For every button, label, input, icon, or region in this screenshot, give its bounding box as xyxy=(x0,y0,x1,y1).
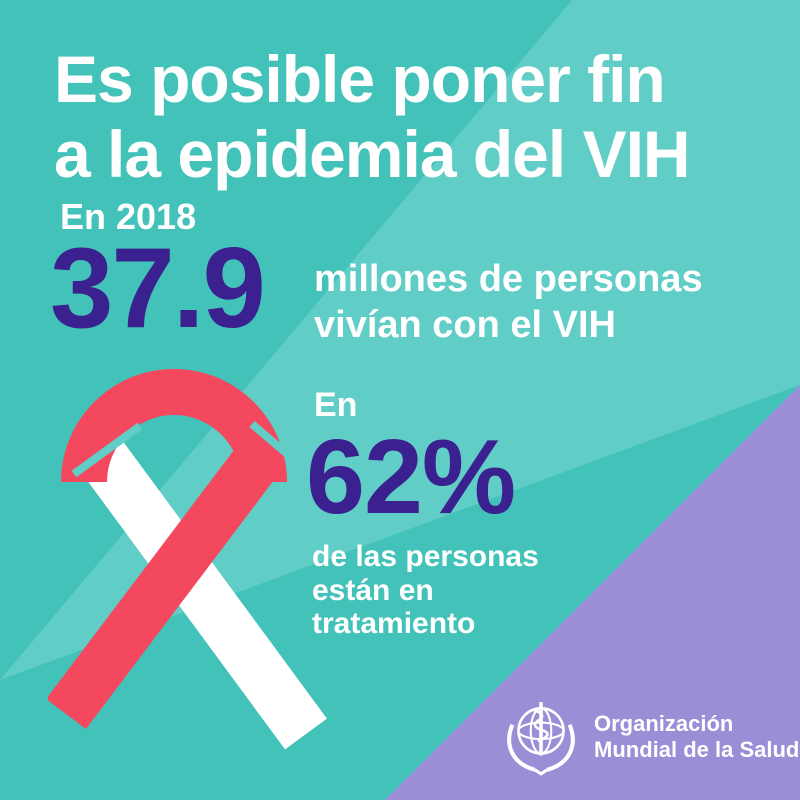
who-emblem-icon xyxy=(507,702,575,776)
ribbon-slit-right xyxy=(249,420,309,474)
ribbon-red-band xyxy=(48,441,280,730)
year-label: En 2018 xyxy=(60,196,197,237)
who-logo: Organización Mundial de la Salud xyxy=(500,696,799,778)
awareness-ribbon-icon xyxy=(48,369,327,750)
serpent xyxy=(533,709,549,743)
stat-treatment-value: 62% xyxy=(306,418,516,536)
stat-people-description: millones de personas vivían con el VIH xyxy=(314,256,703,349)
wreath-right xyxy=(546,723,575,772)
who-org-name-line2: Mundial de la Salud xyxy=(594,737,800,762)
stat-people-desc-line1: millones de personas xyxy=(314,258,703,300)
stat-treatment-desc-line1: de las personas xyxy=(312,540,539,573)
wreath-left xyxy=(507,723,536,772)
stat-treatment-description: de las personas están en tratamiento xyxy=(312,540,539,641)
who-org-name-line1: Organización xyxy=(594,710,734,736)
poster-title-line1: Es posible poner fin xyxy=(54,42,666,116)
stat-people-value: 37.9 xyxy=(50,225,266,352)
stat-treatment-desc-line2: están en xyxy=(312,573,434,607)
stat-treatment-desc-line3: tratamiento xyxy=(312,607,476,641)
ribbon-red-loop xyxy=(61,369,287,483)
ribbon-slit-left xyxy=(71,422,143,478)
wreath-base xyxy=(533,768,549,776)
poster-title-line2: a la epidemia del VIH xyxy=(54,117,691,192)
who-org-name: Organización Mundial de la Salud xyxy=(594,711,799,764)
stat-people-desc-line2: vivían con el VIH xyxy=(314,304,616,347)
stat-treatment-prefix: En xyxy=(314,386,358,424)
purple-corner-triangle xyxy=(385,385,800,800)
poster-title: Es posible poner fin a la epidemia del V… xyxy=(54,42,691,192)
ribbon-white-band xyxy=(79,438,327,750)
